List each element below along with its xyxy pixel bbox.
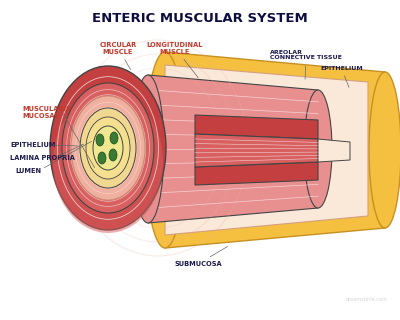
Polygon shape [165,65,368,235]
Ellipse shape [145,52,185,248]
Text: dreamstime.com: dreamstime.com [346,297,388,302]
Text: CIRCULAR
MUSCLE: CIRCULAR MUSCLE [99,42,137,70]
Text: LUMEN: LUMEN [15,168,41,174]
Text: LAMINA PROPRIA: LAMINA PROPRIA [10,155,75,161]
Ellipse shape [304,90,332,208]
Text: EPITHELIUM: EPITHELIUM [320,66,363,87]
Ellipse shape [98,152,106,164]
Ellipse shape [96,134,104,146]
Polygon shape [148,75,318,223]
Text: EPITHELIUM: EPITHELIUM [10,142,56,148]
Ellipse shape [53,93,163,233]
Ellipse shape [86,117,130,179]
Ellipse shape [71,96,145,200]
Ellipse shape [110,132,118,144]
Text: SUBMUCOSA: SUBMUCOSA [174,246,228,267]
Polygon shape [195,162,318,185]
Text: LONGITUDINAL
MUSCLE: LONGITUDINAL MUSCLE [147,42,203,78]
Ellipse shape [62,83,154,213]
Polygon shape [318,139,350,162]
Polygon shape [195,115,318,139]
Text: AREOLAR
CONNECTIVE TISSUE: AREOLAR CONNECTIVE TISSUE [270,50,342,79]
Polygon shape [195,134,318,167]
Text: MUSCULARIS
MUCOSAE: MUSCULARIS MUCOSAE [22,106,71,118]
Polygon shape [165,52,385,248]
Ellipse shape [109,149,117,161]
Ellipse shape [50,66,166,230]
Ellipse shape [132,75,164,223]
Ellipse shape [369,72,400,228]
Ellipse shape [80,108,136,188]
Ellipse shape [93,126,123,170]
Text: ENTERIC MUSCULAR SYSTEM: ENTERIC MUSCULAR SYSTEM [92,12,308,25]
